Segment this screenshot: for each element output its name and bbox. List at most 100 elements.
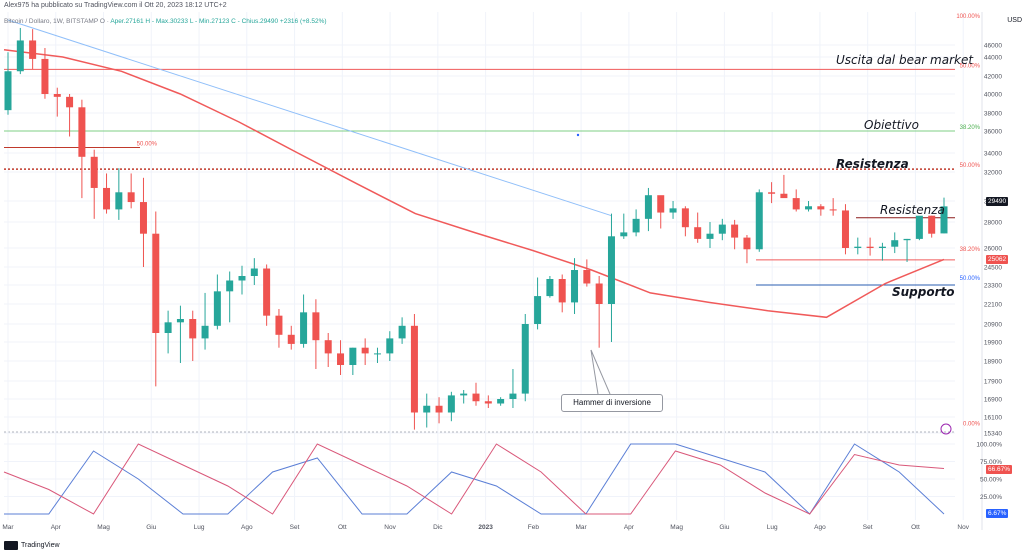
candle-body: [287, 334, 295, 344]
candle-body: [595, 283, 603, 304]
y-tick-label: 23300: [984, 283, 1002, 290]
candle-body: [398, 325, 406, 339]
candle-body: [497, 399, 505, 404]
support-price-tag: 25062: [986, 255, 1009, 264]
candle-body: [226, 280, 234, 292]
candle-body: [78, 107, 86, 157]
annotation-resistance: Resistenza: [880, 203, 945, 217]
fib-label: 38.20%: [960, 247, 981, 253]
x-tick-label: Set: [863, 524, 873, 531]
candle-body: [300, 312, 308, 344]
candle-body: [743, 237, 751, 250]
symbol-line: Bitcoin / Dollaro, 1W, BITSTAMP O · Aper…: [4, 18, 327, 25]
candle-body: [841, 210, 849, 248]
candle-body: [275, 315, 283, 335]
x-tick-label: Ott: [338, 524, 347, 531]
candle-body: [337, 353, 345, 365]
candle-body: [546, 279, 554, 297]
candle-body: [373, 353, 381, 355]
trend-line: [7, 19, 612, 217]
candle-body: [607, 236, 615, 304]
x-tick-label: Apr: [51, 524, 62, 531]
candle-body: [706, 233, 714, 239]
candle-body: [657, 195, 665, 213]
candle-body: [90, 156, 98, 188]
y-tick-label: 20900: [984, 322, 1002, 329]
fib-label: 50.00%: [960, 276, 981, 282]
candle-body: [940, 206, 948, 234]
y-tick-label: 38000: [984, 111, 1002, 118]
x-tick-label: Dic: [433, 524, 443, 531]
callout-pointer: [590, 349, 599, 395]
y-tick-label: 34000: [984, 151, 1002, 158]
y-tick-label: 18900: [984, 359, 1002, 366]
candle-body: [484, 401, 492, 404]
candle-body: [53, 94, 61, 97]
x-tick-label: Feb: [528, 524, 540, 531]
candle-body: [29, 40, 37, 59]
candle-body: [324, 340, 332, 354]
tradingview-logo: TradingView: [4, 541, 60, 550]
candle-body: [571, 270, 579, 303]
candle-body: [780, 193, 788, 199]
last-price-tag: 29490: [986, 197, 1009, 206]
candle-body: [250, 268, 258, 276]
candle-body: [423, 405, 431, 413]
tv-logo-icon: [4, 541, 18, 550]
candle-body: [472, 393, 480, 402]
candle-body: [176, 319, 184, 323]
candle-body: [891, 240, 899, 247]
x-tick-label: Ago: [241, 524, 253, 531]
candle-body: [829, 209, 837, 211]
x-tick-label: Lug: [194, 524, 205, 531]
candle-body: [768, 192, 776, 194]
candle-body: [903, 238, 911, 241]
candle-body: [127, 192, 135, 203]
candle-body: [620, 232, 628, 237]
candle-body: [361, 347, 369, 354]
hammer-callout: Hammer di inversione: [561, 394, 663, 412]
candle-body: [410, 325, 418, 413]
alert-icon: [940, 423, 952, 435]
candle-body: [805, 206, 813, 210]
candle-body: [16, 40, 24, 72]
y-tick-label: 46000: [984, 43, 1002, 50]
osc-tick-label: 50.00%: [980, 477, 1002, 484]
x-tick-label: Mag: [670, 524, 683, 531]
x-tick-label: Set: [290, 524, 300, 531]
y-tick-label: 26000: [984, 246, 1002, 253]
x-tick-label: Mag: [97, 524, 110, 531]
fib-label: 100.00%: [956, 14, 980, 20]
osc-tick-label: 25.00%: [980, 494, 1002, 501]
candle-body: [509, 393, 517, 399]
y-tick-label: 28000: [984, 220, 1002, 227]
candle-body: [312, 312, 320, 341]
x-tick-label: Nov: [957, 524, 969, 531]
y-tick-label: 24500: [984, 265, 1002, 272]
y-tick-label: 42000: [984, 74, 1002, 81]
candle-body: [435, 405, 443, 413]
candle-body: [928, 215, 936, 234]
candle-body: [103, 187, 111, 210]
candle-body: [460, 393, 468, 396]
marker-dot: [576, 133, 580, 137]
osc-tick-label: 75.00%: [980, 459, 1002, 466]
candle-body: [854, 246, 862, 248]
candle-body: [66, 96, 74, 108]
x-tick-label: Lug: [767, 524, 778, 531]
candle-body: [878, 246, 886, 248]
candle-body: [558, 279, 566, 303]
y-tick-label: 22100: [984, 302, 1002, 309]
y-tick-label: 17900: [984, 379, 1002, 386]
x-tick-label: Giu: [719, 524, 730, 531]
fib-label: 38.20%: [960, 125, 981, 131]
candle-body: [731, 224, 739, 238]
y-tick-label: 15340: [984, 431, 1002, 438]
x-tick-label: Mar: [2, 524, 14, 531]
candle-body: [41, 58, 49, 94]
y-tick-label: 36000: [984, 129, 1002, 136]
x-tick-label: Giu: [146, 524, 157, 531]
candle-body: [669, 208, 677, 213]
